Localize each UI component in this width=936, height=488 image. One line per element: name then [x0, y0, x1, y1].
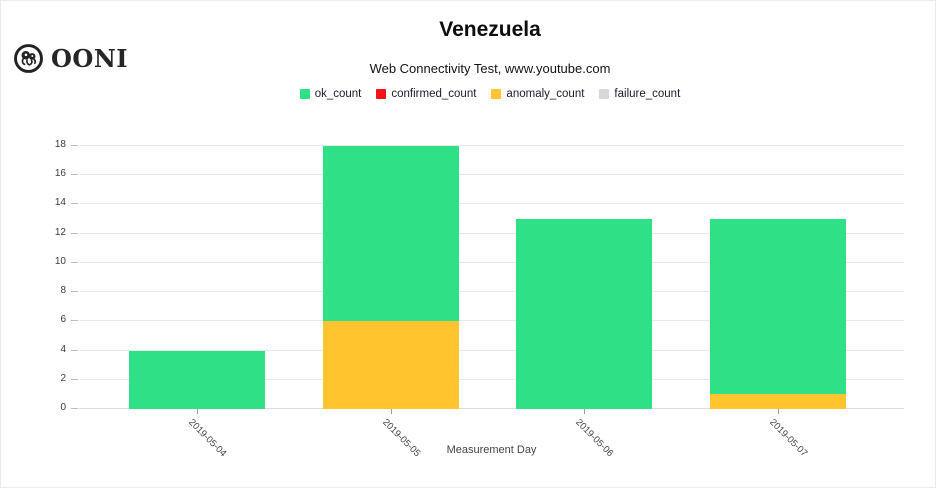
legend-label: ok_count [314, 88, 362, 100]
y-tick-mark [71, 174, 78, 176]
chart-subtitle: Web Connectivity Test, www.youtube.com [369, 61, 611, 76]
y-tick-label: 18 [54, 139, 66, 150]
x-tick-mark [391, 409, 392, 414]
bar-segment-ok_count[interactable] [516, 219, 652, 409]
bar-segment-anomaly_count[interactable] [323, 321, 459, 409]
y-tick-label: 12 [54, 226, 66, 238]
y-tick-mark [71, 291, 78, 293]
gridline [79, 261, 904, 263]
ooni-logo-icon [14, 44, 43, 73]
y-axis: 0 2 4 6 8 10 12 14 16 18 [1, 140, 79, 413]
x-tick-mark [197, 409, 198, 414]
y-tick-mark [71, 145, 78, 146]
y-tick-label: 2 [60, 372, 66, 384]
gridline [79, 145, 904, 146]
gridline [79, 320, 904, 322]
gridline [79, 203, 904, 205]
gridline [79, 291, 904, 293]
bar-segment-ok_count[interactable] [710, 219, 846, 395]
legend-label: anomaly_count [506, 88, 585, 100]
ooni-logo[interactable]: OONI [13, 43, 128, 74]
legend-label: failure_count [614, 88, 681, 100]
y-tick-label: 14 [54, 197, 66, 209]
y-tick-label: 0 [60, 402, 66, 413]
bar-2019-05-07 [710, 146, 846, 409]
x-tick-mark [778, 409, 779, 414]
legend-label: confirmed_count [391, 88, 477, 100]
y-tick-label: 6 [60, 314, 66, 326]
bar-segment-ok_count[interactable] [129, 350, 265, 409]
y-tick-label: 8 [60, 285, 66, 297]
legend-swatch-confirmed_count [376, 89, 387, 99]
legend-item-anomaly_count: anomaly_count [491, 88, 584, 100]
y-tick-mark [71, 378, 78, 380]
bar-segment-ok_count[interactable] [323, 146, 459, 322]
y-tick-mark [71, 261, 78, 263]
y-tick-mark [71, 349, 78, 351]
legend-swatch-ok_count [299, 89, 310, 99]
x-axis-title: Measurement Day [446, 444, 537, 456]
legend-swatch-failure_count [599, 89, 610, 99]
bar-segment-anomaly_count[interactable] [710, 394, 846, 409]
legend-item-confirmed_count: confirmed_count [376, 88, 476, 100]
bar-2019-05-06 [516, 146, 652, 409]
y-tick-mark [71, 232, 78, 234]
x-tick-mark [584, 409, 585, 414]
x-axis-line [79, 408, 904, 409]
gridline [79, 232, 904, 234]
chart-title: Venezuela [439, 18, 541, 41]
bar-2019-05-04 [129, 146, 265, 409]
chart-plot-area [79, 145, 904, 409]
gridline [79, 349, 904, 351]
gridline [79, 174, 904, 176]
chart-legend: ok_count confirmed_count anomaly_count fail… [45, 88, 935, 100]
legend-item-ok_count: ok_count [299, 88, 362, 100]
ooni-logo-wordmark: OONI [51, 43, 128, 73]
gridline [79, 378, 904, 380]
y-tick-label: 10 [54, 255, 66, 267]
bar-2019-05-05 [323, 146, 459, 409]
x-axis: 2019-05-04 2019-05-05 2019-05-06 2019-05-07 [79, 409, 904, 469]
y-tick-label: 16 [54, 168, 66, 180]
y-tick-label: 4 [60, 343, 66, 355]
legend-item-failure_count: failure_count [599, 88, 680, 100]
y-tick-mark [71, 408, 78, 409]
legend-swatch-anomaly_count [491, 89, 502, 99]
y-tick-mark [71, 203, 78, 205]
y-tick-mark [71, 320, 78, 322]
